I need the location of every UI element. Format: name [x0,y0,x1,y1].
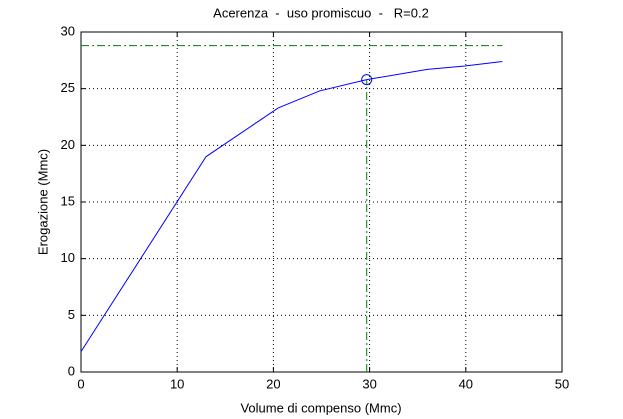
x-tick-label: 50 [555,376,569,391]
marker [361,74,373,86]
y-tick-label: 5 [68,307,75,322]
x-axis-label: Volume di compenso (Mmc) [240,400,401,415]
x-tick-label: 10 [170,376,184,391]
axes-box [80,31,563,373]
chart-title: Acerenza - uso promiscuo - R=0.2 [213,5,429,20]
x-tick-label: 40 [459,376,473,391]
y-tick-label: 15 [61,193,75,208]
y-axis-label: Erogazione (Mmc) [35,149,50,255]
y-tick-label: 0 [68,363,75,378]
y-tick-label: 20 [61,137,75,152]
x-tick-label: 30 [362,376,376,391]
x-tick-label: 0 [77,376,84,391]
series-line [80,60,503,352]
y-tick-label: 25 [61,80,75,95]
y-tick-label: 30 [61,23,75,38]
x-tick-label: 20 [266,376,280,391]
y-tick-label: 10 [61,250,75,265]
